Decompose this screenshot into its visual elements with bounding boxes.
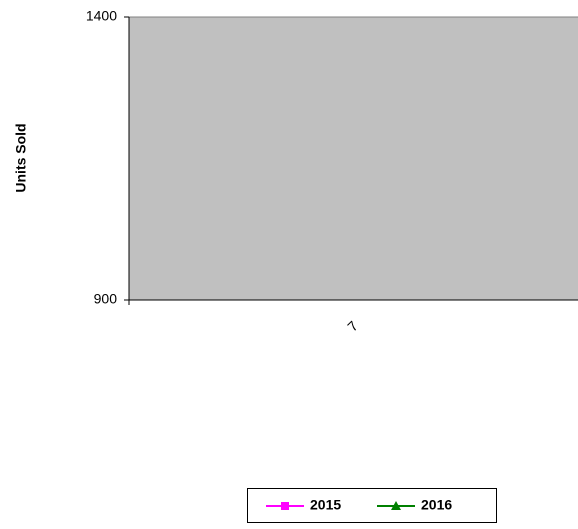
plot-area — [129, 17, 578, 300]
marker — [281, 502, 289, 510]
legend: 2015 2016 — [247, 488, 497, 523]
y-tick-label: 1400 — [86, 8, 117, 24]
x-tick-label: 7 — [344, 318, 361, 335]
marker — [391, 501, 401, 510]
legend-label: 2016 — [421, 497, 452, 513]
y-axis-title: Units Sold — [13, 123, 29, 192]
legend-label: 2015 — [310, 497, 341, 513]
y-tick-label: 900 — [94, 291, 118, 307]
